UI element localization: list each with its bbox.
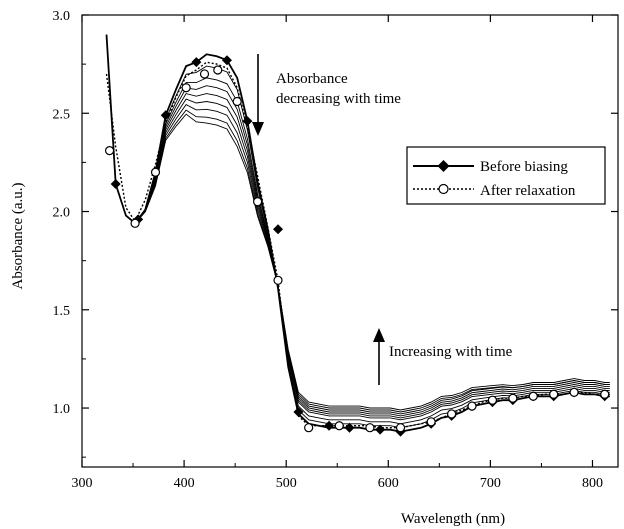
y-tick-label: 2.5	[53, 107, 71, 122]
marker-after-relaxation	[426, 417, 436, 427]
marker-before-biasing	[375, 424, 386, 435]
marker-before-biasing	[324, 420, 335, 431]
axis-ticks: 300 400 500 600 700 800 1.0 1.5 2.0 2.5 3.0	[53, 9, 618, 491]
marker-after-relaxation	[600, 389, 610, 399]
annotation-decreasing-line2: decreasing with time	[276, 91, 401, 107]
marker-after-relaxation	[199, 69, 210, 79]
plot-border	[81, 14, 619, 468]
x-tick-label: 800	[582, 476, 603, 491]
marker-before-biasing	[110, 179, 121, 190]
marker-after-relaxation	[334, 421, 344, 431]
legend-box	[406, 146, 606, 205]
legend-label-after: After relaxation	[480, 183, 576, 199]
marker-after-relaxation	[104, 146, 115, 156]
x-tick-label: 400	[174, 476, 195, 491]
marker-after-relaxation	[365, 423, 375, 433]
x-tick-label: 300	[72, 476, 93, 491]
marker-before-biasing	[221, 55, 232, 66]
marker-after-relaxation	[446, 409, 457, 419]
annotation-decreasing-line1: Absorbance	[276, 71, 348, 87]
intermediate-curve-6	[106, 34, 610, 413]
marker-before-biasing	[293, 406, 304, 417]
intermediate-curve-7	[106, 34, 610, 411]
marker-before-biasing	[242, 116, 253, 127]
marker-after-relaxation	[569, 387, 579, 397]
x-axis-title: Wavelength (nm)	[401, 511, 505, 527]
intermediate-curves	[106, 34, 610, 429]
plot-frame	[81, 14, 619, 468]
marker-before-biasing	[344, 422, 355, 433]
annotation-decreasing: Absorbance decreasing with time	[252, 54, 401, 136]
marker-after-relaxation	[467, 401, 477, 411]
markers-layer	[104, 55, 610, 437]
marker-after-relaxation	[213, 65, 223, 75]
legend-marker-after	[438, 183, 449, 195]
y-axis-title: Absorbance (a.u.)	[10, 182, 26, 289]
marker-after-relaxation	[395, 423, 406, 433]
marker-after-relaxation	[181, 83, 191, 93]
y-tick-label: 3.0	[53, 9, 71, 24]
marker-after-relaxation	[273, 275, 283, 285]
intermediate-curve-1	[106, 34, 610, 425]
marker-before-biasing	[160, 110, 171, 121]
marker-after-relaxation	[487, 395, 498, 405]
series-line-after-relaxation	[105, 61, 610, 429]
legend-marker-before	[437, 160, 450, 172]
up-arrow-head	[373, 328, 385, 342]
marker-after-relaxation	[253, 197, 263, 207]
marker-after-relaxation	[528, 391, 538, 401]
y-tick-label: 1.0	[53, 402, 71, 417]
down-arrow-head	[252, 122, 264, 136]
marker-before-biasing	[191, 57, 202, 68]
intermediate-curve-3	[106, 34, 610, 419]
marker-before-biasing	[273, 224, 284, 235]
marker-after-relaxation	[304, 423, 314, 433]
annotation-increasing: Increasing with time	[373, 328, 513, 385]
legend-label-before: Before biasing	[480, 159, 568, 175]
marker-after-relaxation	[549, 389, 559, 399]
marker-after-relaxation	[150, 167, 161, 177]
legend: Before biasing After relaxation	[406, 146, 606, 205]
marker-after-relaxation	[232, 96, 242, 107]
annotation-increasing-text: Increasing with time	[389, 344, 513, 360]
x-tick-label: 700	[480, 476, 501, 491]
x-tick-label: 500	[276, 476, 297, 491]
intermediate-curve-4	[106, 34, 610, 417]
marker-after-relaxation	[508, 393, 518, 403]
y-tick-label: 2.0	[53, 206, 71, 221]
marker-after-relaxation	[130, 218, 140, 228]
x-tick-label: 600	[378, 476, 399, 491]
y-tick-label: 1.5	[53, 304, 71, 319]
